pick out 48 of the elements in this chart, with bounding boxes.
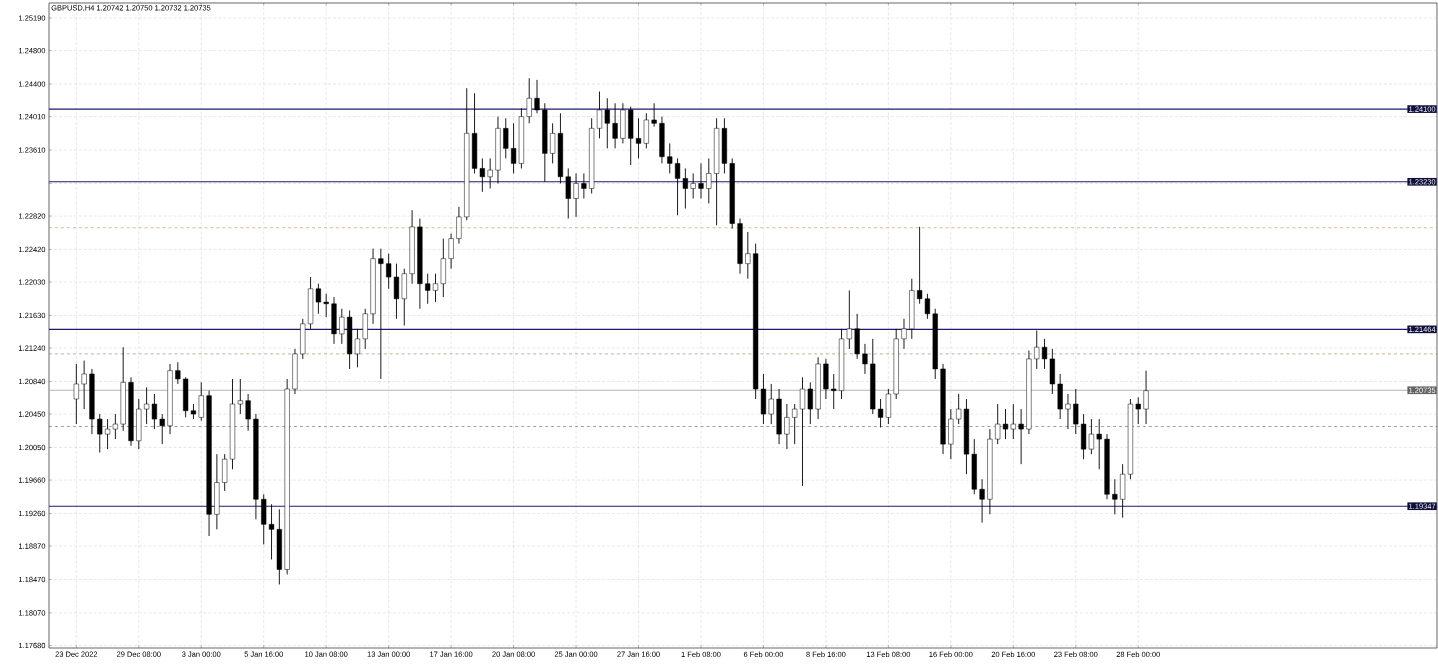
candlestick — [831, 373, 837, 410]
candlestick — [745, 231, 751, 280]
candlestick — [1135, 396, 1141, 425]
candlestick — [323, 293, 329, 318]
candlestick — [81, 360, 87, 410]
candlestick — [768, 383, 774, 425]
candlestick — [97, 413, 103, 453]
candlestick — [1034, 330, 1040, 370]
candlestick — [698, 162, 704, 199]
candlestick — [565, 167, 571, 219]
candlestick — [604, 97, 610, 149]
candlestick — [667, 142, 673, 174]
candlestick — [503, 117, 509, 159]
candlestick — [198, 381, 204, 422]
candlestick — [651, 102, 657, 128]
candlestick — [612, 102, 618, 149]
candlestick — [534, 79, 540, 114]
candlestick — [862, 343, 868, 375]
candlestick — [1065, 393, 1071, 430]
candlestick — [807, 381, 813, 425]
candlestick — [448, 233, 454, 270]
candlestick — [159, 413, 165, 445]
candlestick — [487, 157, 493, 189]
candlestick — [706, 157, 712, 204]
candlestick — [339, 308, 345, 345]
candlestick — [784, 403, 790, 450]
candlestick — [1002, 408, 1009, 440]
candlestick — [690, 172, 696, 199]
candlestick — [245, 393, 251, 432]
candlestick — [581, 172, 587, 199]
candlestick — [432, 273, 439, 303]
candlestick — [995, 403, 1001, 445]
candlestick — [1010, 403, 1016, 440]
candlestick — [1096, 418, 1102, 470]
candlestick — [526, 77, 532, 124]
candlestick — [979, 478, 985, 524]
candlestick — [901, 318, 907, 350]
candlestick — [1018, 408, 1024, 465]
candlestick — [1112, 478, 1118, 515]
candlestick — [1073, 388, 1079, 435]
candlestick — [456, 206, 462, 245]
candlestick — [175, 361, 181, 385]
candlestick — [237, 378, 243, 415]
candlestick — [378, 248, 384, 380]
candlestick — [73, 363, 79, 425]
candlestick — [1143, 370, 1149, 425]
candlestick — [573, 172, 579, 218]
candlestick — [425, 273, 431, 305]
